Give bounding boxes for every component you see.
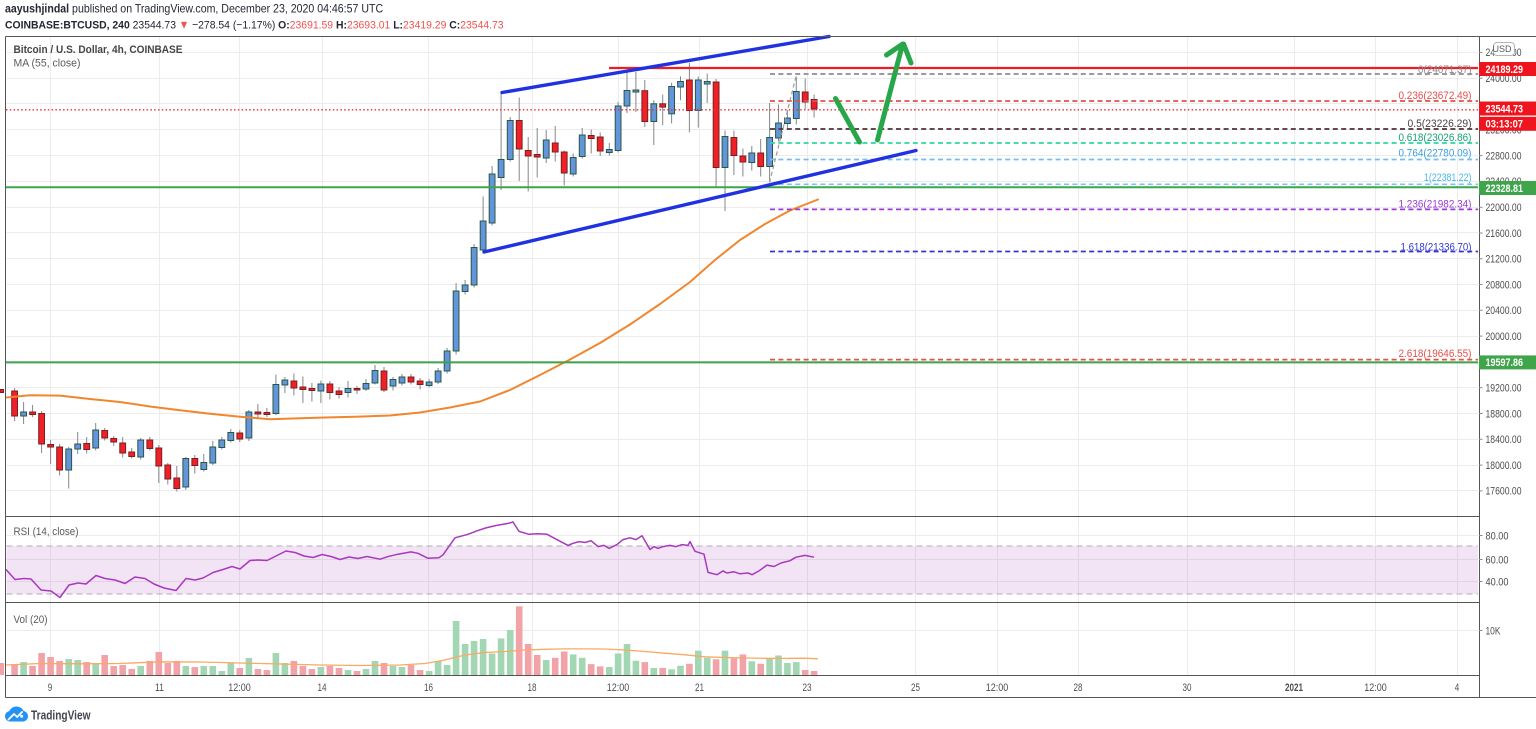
svg-text:20000.00: 20000.00 <box>1486 331 1522 343</box>
svg-text:9: 9 <box>48 682 53 694</box>
svg-text:18400.00: 18400.00 <box>1486 434 1522 446</box>
svg-text:03:13:07: 03:13:07 <box>1486 119 1524 131</box>
svg-text:1.618(21336.70): 1.618(21336.70) <box>1401 241 1472 253</box>
svg-text:16: 16 <box>424 682 433 694</box>
svg-text:2.618(19646.55): 2.618(19646.55) <box>1399 348 1472 360</box>
svg-text:21600.00: 21600.00 <box>1486 228 1522 240</box>
svg-text:24189.29: 24189.29 <box>1486 64 1524 76</box>
svg-text:19200.00: 19200.00 <box>1486 383 1522 395</box>
svg-text:12:00: 12:00 <box>607 682 630 694</box>
svg-text:12:00: 12:00 <box>1364 682 1387 694</box>
svg-text:18: 18 <box>528 682 537 694</box>
svg-text:0(24071.37): 0(24071.37) <box>1418 64 1472 76</box>
svg-text:21200.00: 21200.00 <box>1486 254 1522 266</box>
svg-text:1.236(21982.34): 1.236(21982.34) <box>1399 199 1472 211</box>
svg-text:1(22381.22): 1(22381.22) <box>1424 172 1472 184</box>
svg-text:Bitcoin / U.S. Dollar, 4h, COI: Bitcoin / U.S. Dollar, 4h, COINBASE <box>14 44 183 56</box>
svg-text:Vol (20): Vol (20) <box>14 614 48 626</box>
svg-text:12:00: 12:00 <box>986 682 1009 694</box>
svg-text:22800.00: 22800.00 <box>1486 150 1522 162</box>
svg-text:10K: 10K <box>1486 625 1502 637</box>
svg-text:12:00: 12:00 <box>228 682 251 694</box>
svg-text:COINBASE:BTCUSD, 240 23544.73: COINBASE:BTCUSD, 240 23544.73 ▼ −278.54 … <box>5 19 504 32</box>
svg-text:17600.00: 17600.00 <box>1486 486 1522 498</box>
svg-text:30: 30 <box>1183 682 1192 694</box>
svg-text:14: 14 <box>318 682 327 694</box>
svg-text:20400.00: 20400.00 <box>1486 305 1522 317</box>
svg-text:RSI (14, close): RSI (14, close) <box>14 526 79 538</box>
svg-text:0.5(23226.29): 0.5(23226.29) <box>1408 118 1472 130</box>
svg-text:25: 25 <box>911 682 920 694</box>
svg-text:MA (55, close): MA (55, close) <box>14 58 81 70</box>
svg-text:23: 23 <box>803 682 812 694</box>
svg-text:60.00: 60.00 <box>1486 554 1509 566</box>
svg-text:11: 11 <box>155 682 164 694</box>
svg-text:21: 21 <box>695 682 704 694</box>
svg-text:80.00: 80.00 <box>1486 530 1509 542</box>
svg-text:0.764(22780.09): 0.764(22780.09) <box>1399 148 1472 160</box>
svg-text:18000.00: 18000.00 <box>1486 460 1522 472</box>
svg-text:20800.00: 20800.00 <box>1486 279 1522 291</box>
svg-text:28: 28 <box>1074 682 1083 694</box>
svg-text:19597.86: 19597.86 <box>1486 357 1524 369</box>
svg-text:22328.81: 22328.81 <box>1486 183 1524 195</box>
svg-text:TradingView: TradingView <box>31 708 91 723</box>
svg-text:22000.00: 22000.00 <box>1486 202 1522 214</box>
svg-text:0.236(23672.49): 0.236(23672.49) <box>1399 90 1472 102</box>
svg-text:4: 4 <box>1455 682 1460 694</box>
svg-text:0.618(23026.86): 0.618(23026.86) <box>1399 132 1472 144</box>
svg-text:aayushjindal published on Trad: aayushjindal published on TradingView.co… <box>5 3 383 15</box>
svg-text:23544.73: 23544.73 <box>1486 103 1524 115</box>
svg-text:2021: 2021 <box>1285 682 1303 694</box>
svg-text:40.00: 40.00 <box>1486 576 1509 588</box>
svg-text:18800.00: 18800.00 <box>1486 408 1522 420</box>
svg-text:USD: USD <box>1492 44 1512 54</box>
